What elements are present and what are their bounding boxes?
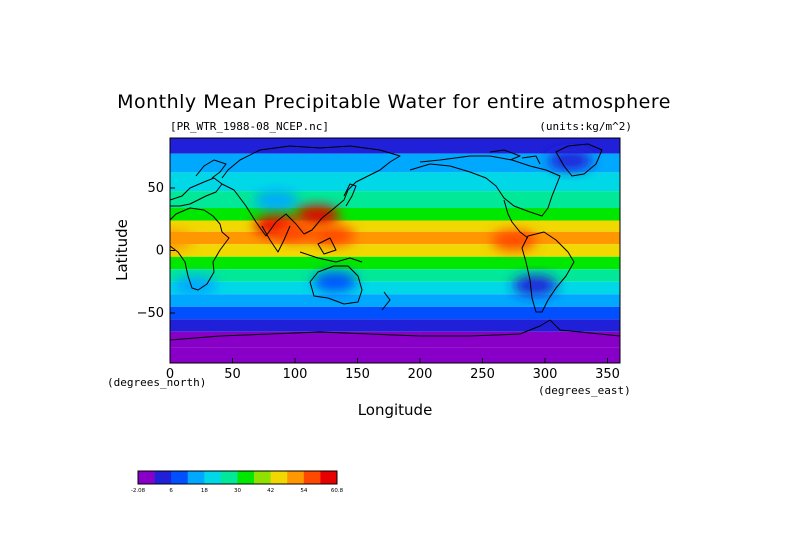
colorbar-swatch: [187, 471, 205, 484]
colorbar-swatch: [320, 471, 338, 484]
coastline-central-america: [503, 199, 529, 239]
colorbar-swatch: [171, 471, 189, 484]
colorbar: -2.08 6 18 30 42 54 60.8: [131, 470, 344, 494]
colorbar-swatch: [154, 471, 172, 484]
colorbar-swatch: [220, 471, 238, 484]
latitude-band: [170, 331, 620, 348]
y-tick-label: 0: [156, 244, 164, 259]
colorbar-frame: [137, 470, 338, 485]
x-tick-label: 350: [595, 367, 620, 382]
coastline-greenland: [555, 143, 603, 177]
colorbar-tick-label: 60.8: [331, 488, 344, 494]
coastline-borneo: [317, 237, 337, 255]
y-tick-label: 50: [147, 181, 164, 196]
y-tick-label: −50: [137, 306, 164, 321]
colorbar-tick-label: 42: [267, 488, 274, 494]
x-tick-label: 100: [283, 367, 308, 382]
map-plot-area: [170, 138, 620, 363]
field-spot: [173, 275, 217, 296]
latitude-bands: [170, 138, 620, 363]
x-unit-label: (degrees_east): [538, 384, 631, 397]
x-tick-label: 150: [345, 367, 370, 382]
coastline-scandinavia: [195, 159, 227, 179]
latitude-band: [170, 244, 620, 257]
latitude-band: [170, 153, 620, 173]
coastlines: [170, 143, 620, 341]
latitude-band: [170, 172, 620, 192]
coastline-indonesia: [299, 251, 363, 263]
field-spot: [170, 230, 192, 251]
x-tick-label: 50: [224, 367, 241, 382]
coastline-africa: [170, 207, 230, 291]
colorbar-tick-label: 30: [234, 488, 241, 494]
field-spot: [254, 190, 299, 211]
units-label: (units:kg/m^2): [539, 120, 632, 133]
y-axis-ticks: 50 0 −50: [137, 181, 175, 321]
colorbar-tick-label: 6: [169, 488, 173, 494]
x-tick-label: 200: [408, 367, 433, 382]
coastline-south-america: [521, 231, 575, 313]
coastline-antarctica: [170, 319, 620, 341]
field-spots: [170, 150, 592, 296]
colorbar-swatch: [303, 471, 321, 484]
field-spot: [310, 225, 355, 246]
coastline-asia: [221, 145, 401, 237]
colorbar-tick-label: 54: [300, 488, 307, 494]
coastline-europe: [170, 177, 223, 207]
x-tick-label: 300: [533, 367, 558, 382]
field-spot: [313, 271, 357, 292]
coastline-arctic-islands: [489, 149, 541, 165]
latitude-band: [170, 306, 620, 320]
coastline-australia: [309, 265, 363, 305]
latitude-band: [170, 269, 620, 282]
x-tick-label: 0: [166, 367, 174, 382]
coastline-new-zealand: [381, 291, 391, 311]
colorbar-swatch: [204, 471, 222, 484]
latitude-band: [170, 281, 620, 295]
field-spot: [548, 150, 592, 171]
latitude-band: [170, 220, 620, 232]
colorbar-swatch: [270, 471, 288, 484]
colorbar-swatch: [254, 471, 271, 484]
colorbar-swatch: [237, 471, 255, 484]
latitude-band: [170, 256, 620, 270]
colorbar-tick-label: 18: [201, 488, 208, 494]
coastline-india: [261, 225, 291, 253]
coastline-japan: [343, 183, 357, 207]
latitude-band: [170, 208, 620, 221]
y-unit-label: (degrees_north): [107, 376, 206, 389]
x-axis-label: Longitude: [358, 401, 433, 419]
colorbar-swatch: [138, 471, 155, 484]
x-axis-ticks: 0 50 100 150 200 250 300 350: [166, 358, 620, 382]
latitude-band: [170, 347, 620, 363]
file-label: [PR_WTR_1988-08_NCEP.nc]: [170, 120, 329, 133]
field-spot: [491, 230, 536, 251]
latitude-band: [170, 138, 620, 154]
field-spot: [295, 205, 340, 226]
latitude-band: [170, 319, 620, 332]
latitude-band: [170, 294, 620, 307]
coastline-north-america: [409, 155, 561, 217]
field-spot: [513, 275, 557, 296]
colorbar-tick-label: -2.08: [131, 488, 146, 494]
field-spot: [273, 221, 317, 242]
x-tick-label: 250: [470, 367, 495, 382]
colorbar-swatch: [287, 471, 305, 484]
chart-title: Monthly Mean Precipitable Water for enti…: [117, 91, 671, 113]
y-axis-label: Latitude: [113, 219, 131, 281]
